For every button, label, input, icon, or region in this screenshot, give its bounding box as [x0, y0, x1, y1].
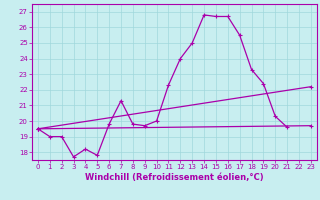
X-axis label: Windchill (Refroidissement éolien,°C): Windchill (Refroidissement éolien,°C)	[85, 173, 264, 182]
